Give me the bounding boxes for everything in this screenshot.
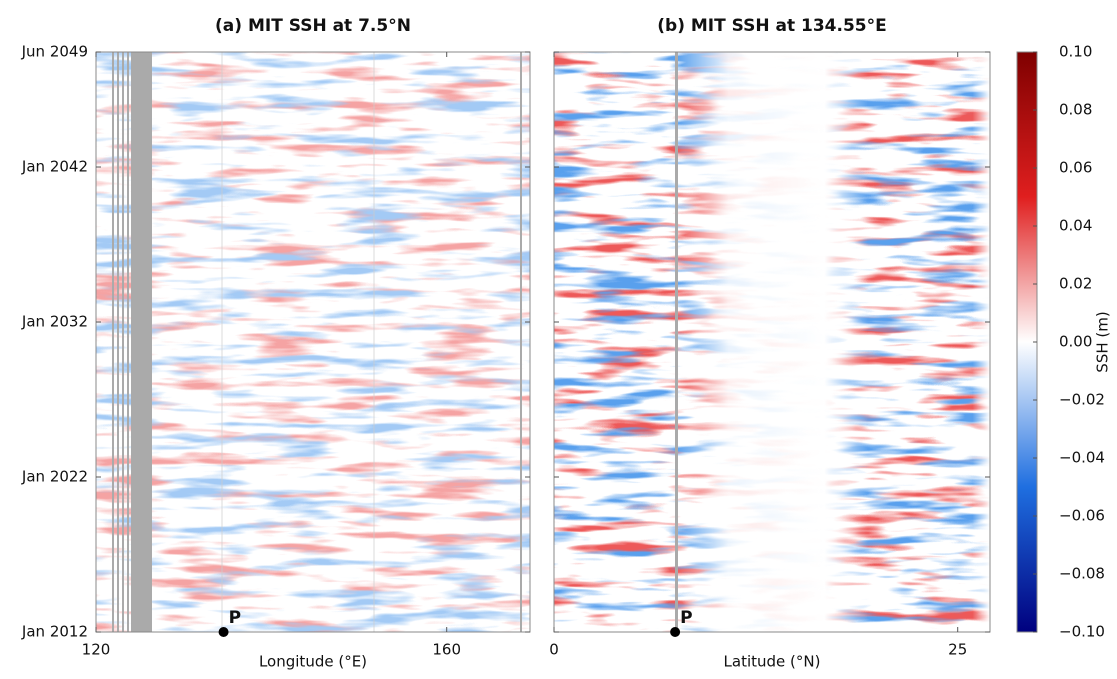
colorbar-tick-label: 0.08 [1059, 101, 1092, 119]
y-tick-label: Jan 2042 [21, 158, 88, 176]
y-tick-label: Jun 2049 [21, 43, 88, 61]
chart-title: (b) MIT SSH at 134.55°E [657, 16, 886, 36]
y-tick-label: Jan 2032 [21, 313, 88, 331]
y-tick-label: Jan 2012 [21, 623, 88, 641]
colorbar-tick-label: 0.04 [1059, 217, 1092, 235]
chart-title: (a) MIT SSH at 7.5°N [215, 16, 411, 36]
colorbar-tick-label: −0.10 [1059, 623, 1105, 641]
x-axis-label: Longitude (°E) [259, 653, 367, 671]
heatmap-a [96, 52, 530, 632]
annotation: P [229, 608, 241, 628]
plot-frame [553, 51, 991, 633]
colorbar-tick-label: 0.02 [1059, 275, 1092, 293]
land-mask [112, 52, 522, 632]
heatmap-b [554, 52, 990, 632]
x-tick-label: 160 [432, 641, 461, 659]
plot-frame [95, 51, 531, 633]
x-tick-label: 120 [82, 641, 111, 659]
colorbar-tick-label: −0.08 [1059, 565, 1105, 583]
point-marker [670, 627, 681, 637]
x-tick-label: 25 [948, 641, 967, 659]
point-marker [218, 627, 229, 637]
x-tick-label: 0 [549, 641, 559, 659]
colorbar-tick-label: 0.10 [1059, 43, 1092, 61]
land-mask [675, 52, 678, 632]
annotation: P [680, 608, 692, 628]
colorbar-tick-label: −0.02 [1059, 391, 1105, 409]
colorbar-tick-label: 0.00 [1059, 333, 1092, 351]
y-tick-label: Jan 2022 [21, 468, 88, 486]
colorbar-tick-label: −0.06 [1059, 507, 1105, 525]
colorbar-tick-label: −0.04 [1059, 449, 1105, 467]
colorbar-label: SSH (m) [1094, 311, 1112, 372]
colorbar-tick-label: 0.06 [1059, 159, 1092, 177]
x-axis-label: Latitude (°N) [724, 653, 821, 671]
